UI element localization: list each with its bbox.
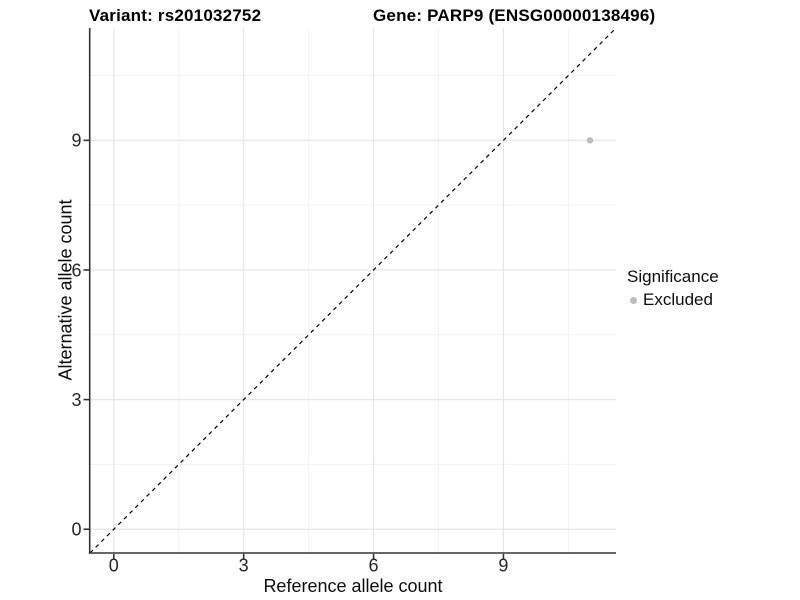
- x-tick-label: 0: [109, 556, 119, 576]
- identity-reference-line: [89, 27, 617, 554]
- data-point: [586, 137, 594, 144]
- legend: Significance Excluded: [627, 266, 719, 309]
- y-axis-title: Alternative allele count: [55, 199, 76, 381]
- y-tick-label: 6: [71, 260, 81, 280]
- x-tick-label: 9: [498, 556, 508, 576]
- y-tick-label: 0: [71, 520, 81, 540]
- y-tick-label: 3: [71, 390, 81, 410]
- y-tick-label: 9: [71, 131, 81, 151]
- plot-title-variant: Variant: rs201032752: [89, 6, 262, 25]
- legend-title: Significance: [627, 267, 719, 286]
- plot-title-gene: Gene: PARP9 (ENSG00000138496): [373, 6, 656, 25]
- legend-item-label: Excluded: [643, 290, 713, 309]
- x-tick-label: 6: [369, 556, 379, 576]
- x-tick-label: 3: [239, 556, 249, 576]
- legend-item-excluded: Excluded: [627, 291, 719, 309]
- excluded-point-icon: [630, 296, 637, 304]
- x-axis-title: Reference allele count: [263, 576, 443, 596]
